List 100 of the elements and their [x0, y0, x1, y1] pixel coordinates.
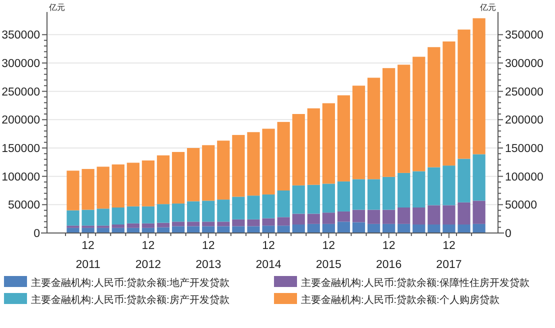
y2-tick-label: 100000	[505, 171, 544, 184]
y2-tick-label: 300000	[505, 58, 544, 70]
bar	[217, 140, 230, 200]
bar	[232, 196, 245, 220]
bar	[232, 134, 245, 197]
bar	[307, 224, 320, 233]
bar	[202, 145, 215, 201]
bar	[112, 208, 124, 224]
bar	[382, 68, 396, 177]
bar	[112, 164, 124, 208]
bar	[458, 30, 470, 159]
bar	[352, 179, 366, 210]
x-tick-label: 12 2014	[256, 240, 282, 271]
bar	[262, 226, 275, 233]
y2-tick-label: 200000	[505, 114, 544, 127]
y2-tick-label: 350000	[505, 30, 544, 42]
bar	[66, 210, 80, 226]
x-tick-label: 12 2011	[76, 240, 100, 271]
bar	[292, 114, 305, 186]
bar	[398, 64, 410, 173]
bar	[398, 172, 410, 208]
bar	[412, 56, 426, 172]
y2-tick-label: 0	[505, 228, 512, 240]
bar	[472, 154, 486, 201]
bar	[202, 226, 215, 233]
bar	[126, 162, 140, 206]
y2-tick-label: 50000	[505, 200, 537, 212]
bar	[458, 224, 470, 233]
bar	[382, 176, 396, 210]
bar	[66, 228, 80, 233]
bar	[352, 86, 366, 180]
bar	[82, 228, 94, 233]
bar	[247, 132, 260, 196]
bar	[247, 226, 260, 233]
bar	[172, 226, 185, 233]
bar	[382, 224, 396, 233]
legend-label: 主要金融机构:人民币:贷款余额:保障性住房开发贷款	[301, 277, 530, 289]
bar	[412, 224, 426, 233]
bar	[262, 194, 275, 218]
bar	[322, 224, 335, 233]
bar	[337, 181, 350, 212]
y-tick-label: 300000	[2, 58, 40, 70]
bar	[367, 179, 380, 210]
bar	[187, 148, 200, 202]
x-tick-label: 12 2012	[135, 240, 162, 271]
bar	[412, 208, 426, 224]
bar	[428, 167, 440, 206]
bar	[382, 210, 396, 224]
bar	[458, 202, 470, 224]
bar	[442, 166, 456, 206]
bar	[292, 224, 305, 233]
bar	[247, 196, 260, 220]
bar	[292, 214, 305, 224]
bar	[458, 158, 470, 202]
bar	[472, 18, 486, 154]
bar	[187, 201, 200, 222]
bar	[322, 103, 335, 184]
legend-label: 主要金融机构:人民币:贷款余额:地产开发贷款	[31, 277, 230, 289]
bar	[442, 41, 456, 166]
y-tick-label: 100000	[2, 171, 40, 184]
y-tick-label: 200000	[2, 114, 40, 127]
bar	[96, 208, 110, 226]
bar	[367, 210, 380, 224]
bar	[172, 204, 185, 222]
bar	[82, 210, 94, 226]
bar	[398, 208, 410, 224]
bar	[156, 155, 170, 204]
x-tick-label: 12 2016	[376, 240, 402, 271]
bar	[322, 184, 335, 213]
bar	[96, 166, 110, 209]
y-tick-label: 350000	[2, 30, 40, 42]
bar	[442, 224, 456, 233]
bar	[82, 168, 94, 210]
bar	[367, 224, 380, 233]
bar	[367, 78, 380, 180]
bar	[126, 206, 140, 224]
bar	[337, 211, 350, 222]
bar	[247, 219, 260, 226]
bar	[156, 222, 170, 228]
bar	[337, 222, 350, 233]
bar	[232, 219, 245, 226]
bar	[262, 128, 275, 194]
bar	[428, 205, 440, 224]
bar	[428, 224, 440, 233]
bar	[232, 226, 245, 233]
y-tick-label: 250000	[2, 86, 40, 98]
bar	[217, 200, 230, 222]
bar	[262, 218, 275, 226]
bar	[277, 190, 290, 218]
bar	[442, 205, 456, 224]
bar	[202, 200, 215, 222]
y2-tick-label: 150000	[505, 143, 544, 155]
legend-label: 主要金融机构:人民币:贷款余额:个人购房贷款	[301, 294, 500, 306]
bar	[352, 222, 366, 233]
bar	[126, 223, 140, 228]
bar	[217, 222, 230, 226]
bar	[142, 160, 155, 206]
bar	[66, 170, 80, 210]
bar	[187, 222, 200, 226]
x-tick-label: 12 2013	[196, 240, 222, 271]
